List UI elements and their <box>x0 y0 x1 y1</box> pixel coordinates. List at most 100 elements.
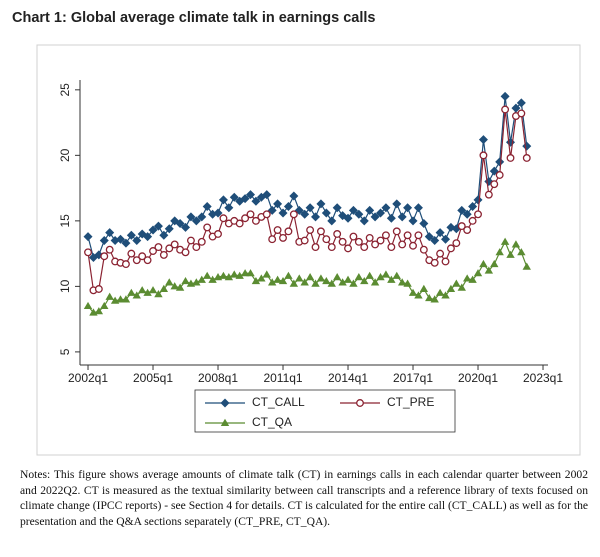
data-point <box>99 236 109 246</box>
data-point <box>251 276 261 285</box>
data-point <box>186 236 195 245</box>
data-point <box>83 301 93 310</box>
x-tick-label: 2023q1 <box>523 371 563 385</box>
data-point <box>202 201 212 211</box>
data-point <box>463 226 472 234</box>
data-point <box>300 236 309 245</box>
data-point <box>441 234 451 244</box>
data-point <box>484 190 493 199</box>
data-point <box>457 222 466 231</box>
data-point <box>398 240 407 249</box>
data-point <box>359 216 369 226</box>
chart: 5 10 15 20 25 2002q1 2005q1 2008q1 2011q1 2014q1 2… <box>36 44 581 456</box>
data-point <box>511 240 521 248</box>
data-point <box>419 284 429 292</box>
data-point <box>354 237 363 246</box>
data-point <box>403 203 413 213</box>
chart-frame <box>36 44 581 456</box>
data-point <box>202 271 212 279</box>
data-point <box>349 232 358 241</box>
data-point <box>478 135 488 145</box>
data-point <box>327 216 337 226</box>
data-point <box>246 190 256 200</box>
data-point <box>175 283 185 291</box>
data-point <box>403 279 412 287</box>
data-point <box>490 180 499 189</box>
data-point <box>452 239 461 248</box>
data-point <box>105 228 115 238</box>
data-point <box>191 216 201 226</box>
data-point <box>208 275 217 283</box>
data-point <box>284 271 293 279</box>
data-point <box>289 210 298 219</box>
data-point <box>522 262 531 270</box>
data-point <box>343 213 353 223</box>
data-point <box>100 252 109 261</box>
data-point <box>159 284 169 292</box>
data-point <box>333 230 342 238</box>
data-point <box>387 243 396 252</box>
data-point <box>186 212 196 222</box>
data-point <box>441 257 450 266</box>
data-point <box>246 210 255 219</box>
data-point <box>473 269 483 277</box>
data-point <box>376 273 385 281</box>
data-point <box>311 212 321 222</box>
data-point <box>197 212 207 222</box>
data-point <box>235 271 244 279</box>
data-point <box>381 203 391 213</box>
x-tick-label: 2017q1 <box>393 371 433 385</box>
data-point <box>295 274 304 282</box>
legend-marker <box>220 418 230 426</box>
data-point <box>316 199 326 209</box>
data-point <box>83 232 93 242</box>
data-point <box>446 284 456 292</box>
data-point <box>289 279 299 287</box>
data-point <box>495 157 505 167</box>
data-point <box>284 227 293 236</box>
data-point <box>148 225 158 235</box>
data-point <box>192 278 201 286</box>
data-point <box>137 286 147 294</box>
data-point <box>376 236 385 245</box>
data-point <box>424 232 434 242</box>
data-point <box>268 235 277 244</box>
data-point <box>419 245 428 254</box>
data-point <box>165 244 174 253</box>
data-point <box>392 271 401 279</box>
data-point <box>94 307 104 315</box>
data-point <box>289 191 299 201</box>
data-point <box>311 279 320 287</box>
data-point <box>500 91 510 101</box>
data-point <box>435 288 445 296</box>
data-point <box>218 195 228 205</box>
data-point <box>430 295 439 303</box>
legend-marker <box>356 399 364 407</box>
data-point <box>343 275 353 283</box>
data-point <box>132 236 142 246</box>
data-point <box>522 141 532 151</box>
data-point <box>419 218 429 228</box>
data-point <box>165 278 174 286</box>
data-point <box>441 291 450 299</box>
data-point <box>94 285 103 293</box>
data-point <box>279 233 287 242</box>
data-point <box>506 137 516 147</box>
data-point <box>283 201 293 211</box>
data-point <box>278 276 288 285</box>
data-point <box>235 219 244 228</box>
data-point <box>446 244 455 253</box>
data-point <box>214 230 222 238</box>
data-point <box>154 290 163 298</box>
data-point <box>316 227 325 236</box>
data-point <box>473 195 483 205</box>
data-point <box>105 292 114 300</box>
data-point <box>153 221 163 231</box>
data-point <box>517 248 526 256</box>
data-point <box>241 214 250 223</box>
chart-title: Chart 1: Global average climate talk in … <box>12 10 376 26</box>
x-tick-label: 2002q1 <box>68 371 108 385</box>
data-point <box>116 234 126 244</box>
data-point <box>262 270 271 278</box>
